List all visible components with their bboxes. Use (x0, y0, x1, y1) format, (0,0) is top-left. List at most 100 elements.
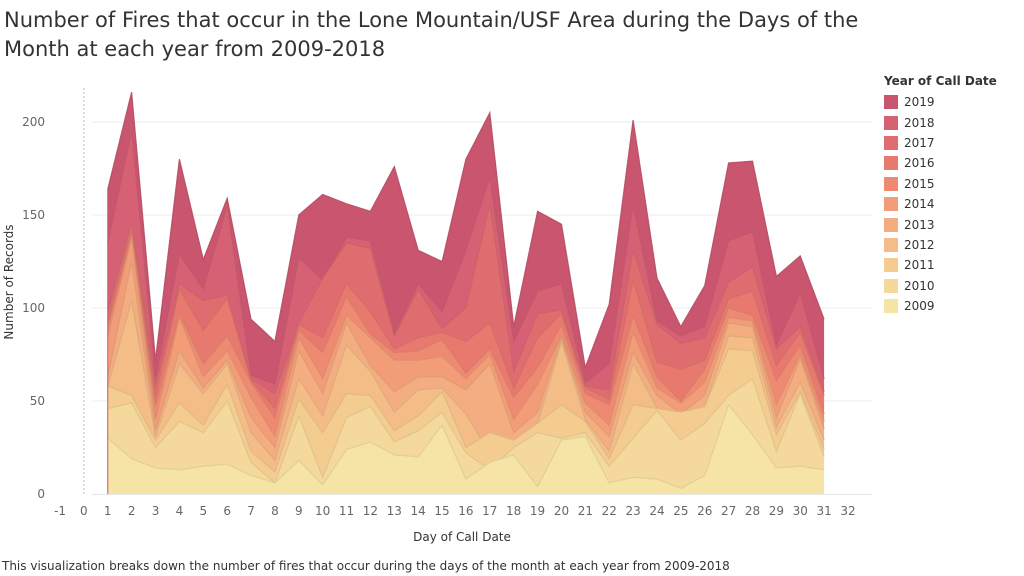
legend-label: 2016 (904, 156, 935, 171)
area-2012[interactable] (107, 300, 825, 472)
x-tick-label: 6 (223, 504, 231, 518)
area-2014[interactable] (107, 237, 825, 448)
x-tick-label: 19 (530, 504, 545, 518)
series-line-2018 (107, 131, 825, 386)
x-tick-label: 5 (199, 504, 207, 518)
area-2011[interactable] (107, 348, 825, 483)
legend-item-2015[interactable]: 2015 (884, 174, 1019, 194)
x-tick-label: 28 (745, 504, 760, 518)
series-line-2013 (107, 261, 825, 449)
x-tick-label: 7 (247, 504, 255, 518)
legend-label: 2011 (904, 258, 935, 273)
legend-label: 2013 (904, 217, 935, 232)
x-tick-label: 3 (152, 504, 160, 518)
legend-swatch (884, 115, 898, 130)
legend-item-2009[interactable]: 2009 (884, 296, 1019, 316)
legend-items: 2019 2018 2017 2016 2015 2014 2013 2012 2011 2010… (884, 92, 1019, 316)
y-tick-label: 100 (22, 301, 45, 315)
legend: Year of Call Date 2019 2018 2017 2016 2015 20… (884, 74, 1019, 316)
y-axis-label: Number of Records (2, 224, 16, 339)
chart-title: Number of Fires that occur in the Lone M… (4, 8, 859, 61)
y-tick-label: 200 (22, 115, 45, 129)
x-tick-label: 0 (80, 504, 88, 518)
x-tick-label: 13 (387, 504, 402, 518)
legend-swatch (884, 217, 898, 232)
legend-item-2010[interactable]: 2010 (884, 276, 1019, 296)
x-tick-label: 14 (411, 504, 426, 518)
x-axis-label: Day of Call Date (413, 530, 511, 544)
legend-swatch (884, 278, 898, 293)
x-tick-label: 17 (482, 504, 497, 518)
legend-label: 2015 (904, 176, 935, 191)
series-line-2009 (107, 403, 825, 490)
x-tick-label: 11 (339, 504, 354, 518)
x-tick-label: 18 (506, 504, 521, 518)
x-tick-label: 30 (793, 504, 808, 518)
x-tick-label: 22 (602, 504, 617, 518)
legend-swatch (884, 156, 898, 171)
legend-label: 2018 (904, 115, 935, 130)
legend-item-2013[interactable]: 2013 (884, 214, 1019, 234)
x-tick-label: 26 (697, 504, 712, 518)
x-tick-label: 4 (176, 504, 184, 518)
x-tick-label: 9 (295, 504, 303, 518)
x-tick-label: -1 (54, 504, 66, 518)
series-line-2010 (107, 377, 825, 484)
x-tick-label: 31 (816, 504, 831, 518)
legend-label: 2012 (904, 237, 935, 252)
legend-label: 2009 (904, 299, 935, 314)
y-tick-label: 150 (22, 208, 45, 222)
chart-caption: This visualization breaks down the numbe… (2, 559, 730, 573)
series-line-2016 (107, 231, 825, 410)
series-line-2014 (107, 237, 825, 438)
legend-label: 2014 (904, 197, 935, 212)
legend-swatch (884, 135, 898, 150)
area-2013[interactable] (107, 261, 825, 461)
y-tick-label: 50 (30, 394, 45, 408)
x-tick-label: 32 (840, 504, 855, 518)
x-tick-label: 23 (625, 504, 640, 518)
stacked-areas[interactable] (107, 92, 825, 494)
legend-item-2018[interactable]: 2018 (884, 112, 1019, 132)
x-tick-label: 2 (128, 504, 136, 518)
legend-swatch (884, 197, 898, 212)
legend-swatch (884, 176, 898, 191)
x-tick-label: 25 (673, 504, 688, 518)
x-tick-label: 29 (769, 504, 784, 518)
x-tick-label: 8 (271, 504, 279, 518)
legend-swatch (884, 237, 898, 252)
legend-title: Year of Call Date (884, 74, 997, 88)
legend-item-2019[interactable]: 2019 (884, 92, 1019, 112)
area-2016[interactable] (107, 231, 825, 418)
series-line-2011 (107, 348, 825, 473)
x-tick-label: 1 (104, 504, 112, 518)
x-tick-label: 16 (458, 504, 473, 518)
legend-swatch (884, 258, 898, 273)
legend-item-2012[interactable]: 2012 (884, 235, 1019, 255)
legend-label: 2010 (904, 278, 935, 293)
series-line-2015 (107, 233, 825, 420)
legend-label: 2017 (904, 135, 935, 150)
legend-swatch (884, 299, 898, 314)
x-tick-label: 20 (554, 504, 569, 518)
y-tick-label: 0 (37, 487, 45, 501)
x-tick-label: 10 (315, 504, 330, 518)
series-line-2019 (107, 92, 825, 370)
x-tick-label: 27 (721, 504, 736, 518)
x-tick-label: 24 (649, 504, 664, 518)
series-line-2017 (107, 203, 825, 395)
area-2010[interactable] (107, 378, 825, 489)
x-tick-label: 21 (578, 504, 593, 518)
legend-item-2016[interactable]: 2016 (884, 153, 1019, 173)
area-2019[interactable] (107, 92, 825, 385)
legend-label: 2019 (904, 95, 935, 110)
x-tick-label: 12 (363, 504, 378, 518)
legend-item-2017[interactable]: 2017 (884, 133, 1019, 153)
legend-swatch (884, 95, 898, 110)
legend-item-2011[interactable]: 2011 (884, 255, 1019, 275)
legend-item-2014[interactable]: 2014 (884, 194, 1019, 214)
area-2018[interactable] (107, 131, 825, 394)
x-tick-label: 15 (434, 504, 449, 518)
